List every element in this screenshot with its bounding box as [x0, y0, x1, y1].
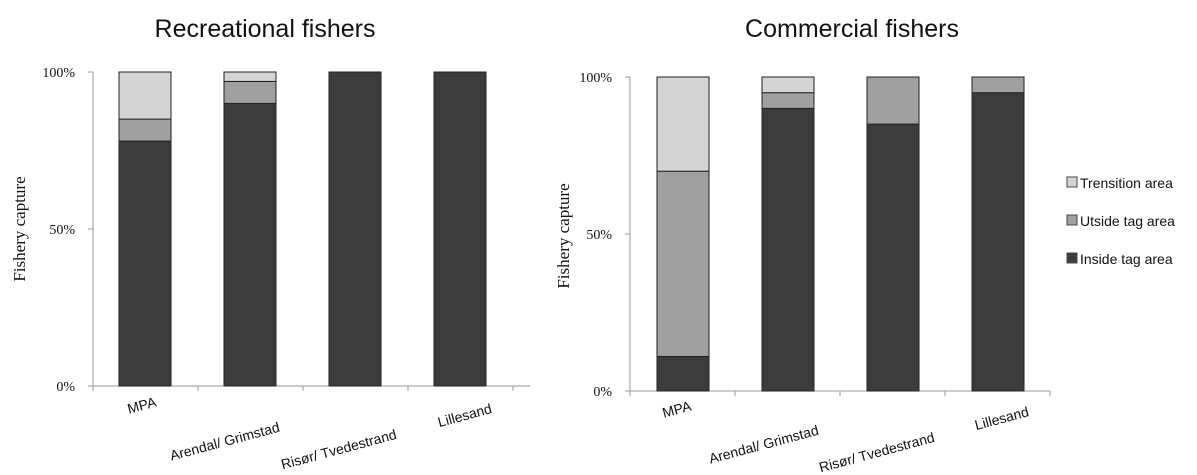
recreational-y-tick-label: 50% — [49, 223, 75, 238]
commercial-category-label: Lillesand — [973, 403, 1031, 433]
recreational-category-label: Lillesand — [436, 400, 494, 430]
commercial-category-label: Risør/ Tvedestrand — [817, 429, 936, 475]
commercial-bar-0-seg-1 — [656, 170, 710, 357]
recreational-bar-3-seg-0 — [433, 71, 487, 387]
recreational-y-tick-label: 0% — [56, 380, 75, 395]
legend-swatch-0 — [1066, 176, 1078, 188]
commercial-bar-1-seg-0 — [761, 107, 815, 392]
legend-label-0: Trensition area — [1080, 175, 1173, 191]
recreational-category-label: Risør/ Tvedestrand — [279, 426, 398, 472]
recreational-bar-1-seg-1 — [223, 80, 277, 104]
recreational-y-tick-label: 100% — [42, 66, 75, 81]
commercial-chart-title: Commercial fishers — [745, 15, 959, 43]
legend-swatch-1 — [1066, 214, 1078, 226]
commercial-bar-1-seg-2 — [761, 76, 815, 94]
recreational-bar-0-seg-2 — [118, 71, 172, 120]
commercial-bar-3-seg-0 — [971, 92, 1025, 392]
commercial-y-tick-label: 0% — [593, 385, 612, 400]
commercial-bar-2-seg-1 — [866, 76, 920, 125]
recreational-category-label: Arendal/ Grimstad — [168, 419, 281, 464]
recreational-chart-title: Recreational fishers — [155, 15, 376, 43]
commercial-bar-2-seg-0 — [866, 123, 920, 392]
recreational-bar-1-seg-0 — [223, 102, 277, 387]
commercial-bar-0-seg-2 — [656, 76, 710, 172]
recreational-bar-0-seg-1 — [118, 118, 172, 142]
commercial-bar-0-seg-0 — [656, 355, 710, 392]
recreational-bar-0-seg-0 — [118, 140, 172, 387]
commercial-bar-3-seg-1 — [971, 76, 1025, 94]
legend-label-2: Inside tag area — [1080, 251, 1173, 267]
legend-swatch-2 — [1066, 252, 1078, 264]
commercial-y-tick-label: 100% — [579, 71, 612, 86]
commercial-y-tick-label: 50% — [586, 228, 612, 243]
commercial-bar-1-seg-1 — [761, 92, 815, 109]
recreational-y-axis-label: Fishery capture — [10, 176, 29, 281]
commercial-y-axis-label: Fishery capture — [554, 183, 573, 288]
recreational-bar-2-seg-0 — [328, 71, 382, 387]
recreational-bar-1-seg-2 — [223, 71, 277, 82]
commercial-category-label: MPA — [660, 397, 693, 420]
legend-label-1: Utside tag area — [1080, 213, 1175, 229]
recreational-category-label: MPA — [125, 393, 158, 416]
commercial-category-label: Arendal/ Grimstad — [707, 422, 820, 467]
